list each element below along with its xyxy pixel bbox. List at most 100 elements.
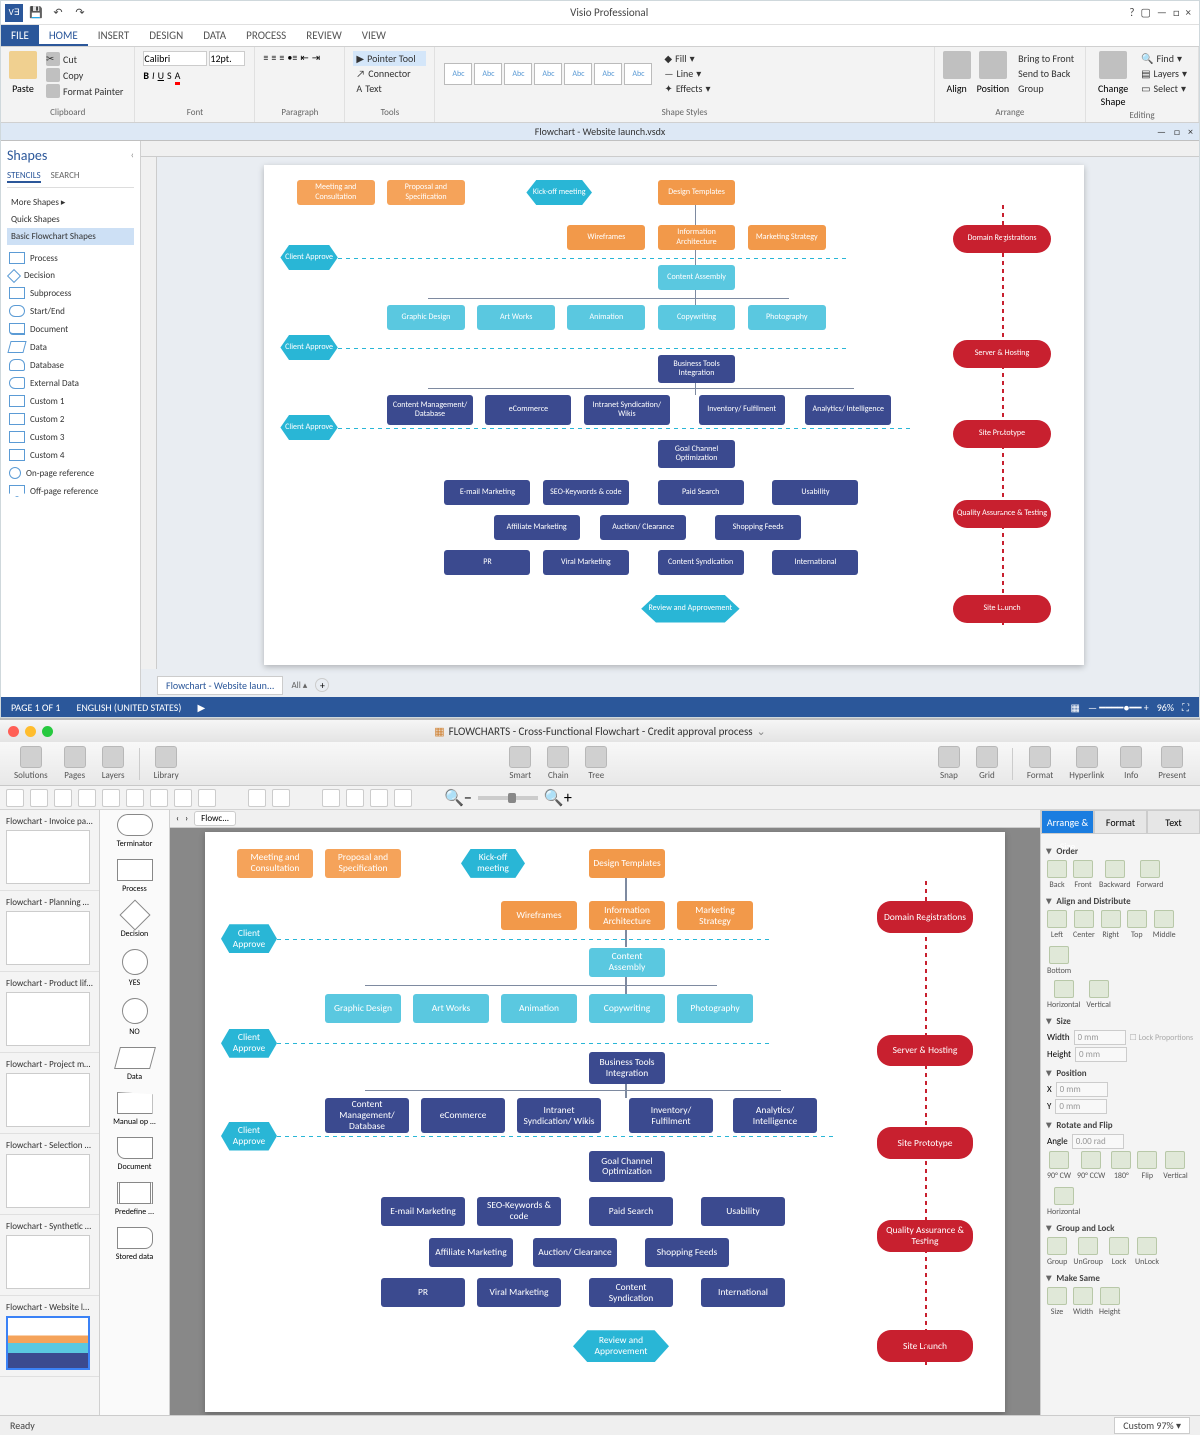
- btn-al-middle[interactable]: Middle: [1153, 910, 1176, 940]
- format-painter-button[interactable]: Format Painter: [43, 83, 126, 99]
- tb-hyperlink[interactable]: Hyperlink: [1063, 746, 1110, 781]
- fc-node[interactable]: Paid Search: [589, 1197, 673, 1226]
- fc-node[interactable]: Inventory/ Fulfilment: [629, 1098, 713, 1133]
- italic-button[interactable]: I: [152, 69, 155, 85]
- fc-node[interactable]: Animation: [567, 305, 645, 330]
- thumb-3[interactable]: Flowchart - Project man...: [0, 1053, 99, 1134]
- shape-style-7[interactable]: Abc: [624, 63, 652, 85]
- tb-info[interactable]: Info: [1114, 746, 1148, 781]
- indent-inc-icon[interactable]: ⇥: [312, 51, 320, 64]
- quick-shapes[interactable]: Quick Shapes: [7, 211, 134, 228]
- strike-button[interactable]: S: [167, 69, 172, 85]
- btn-group[interactable]: Group: [1047, 1237, 1067, 1267]
- h-make[interactable]: Make Same: [1047, 1273, 1194, 1284]
- fc-node[interactable]: Content Syndication: [658, 550, 744, 575]
- font-size-select[interactable]: [209, 51, 245, 66]
- btn-al-right[interactable]: Right: [1101, 910, 1121, 940]
- fc-node[interactable]: PR: [444, 550, 530, 575]
- ts-select[interactable]: [30, 789, 48, 807]
- h-align[interactable]: Align and Distribute: [1047, 896, 1194, 907]
- st-process[interactable]: Process: [104, 859, 165, 894]
- qa-redo-icon[interactable]: ↷: [71, 4, 89, 22]
- stencil-process[interactable]: Process: [7, 249, 134, 267]
- shape-style-6[interactable]: Abc: [594, 63, 622, 85]
- fc-node[interactable]: Client Approve: [280, 335, 337, 360]
- btn-dist-v[interactable]: Vertical: [1086, 980, 1110, 1010]
- fc-node[interactable]: International: [701, 1278, 785, 1307]
- fc-node[interactable]: Design Templates: [589, 849, 665, 878]
- h-order[interactable]: Order: [1047, 846, 1194, 857]
- fc-node[interactable]: Marketing Strategy: [677, 901, 753, 930]
- btn-ms-width[interactable]: Width: [1073, 1287, 1093, 1317]
- view-normal-icon[interactable]: ▦: [1071, 701, 1080, 714]
- bullets-icon[interactable]: •≡: [287, 51, 297, 64]
- fc-node[interactable]: Copywriting: [589, 994, 665, 1023]
- fc-node[interactable]: Inventory/ Fulfilment: [699, 395, 785, 425]
- st-stored[interactable]: Stored data: [104, 1227, 165, 1262]
- crumb-back-icon[interactable]: ‹: [176, 813, 179, 824]
- ts-hand[interactable]: [370, 789, 388, 807]
- thumb-6[interactable]: Flowchart - Website la...: [0, 1296, 99, 1377]
- zoom-slider[interactable]: [478, 796, 538, 800]
- rtab-arrange[interactable]: Arrange & Size: [1041, 810, 1094, 834]
- fc-node[interactable]: Client Approve: [221, 1122, 277, 1151]
- indent-dec-icon[interactable]: ⇤: [300, 51, 308, 64]
- fc-node[interactable]: Analytics/ Intelligence: [733, 1098, 817, 1133]
- line-button[interactable]: — Line ▾: [661, 66, 713, 81]
- tab-view[interactable]: VIEW: [352, 25, 396, 46]
- thumb-4[interactable]: Flowchart - Selection s...: [0, 1134, 99, 1215]
- fc-node[interactable]: Kick-off meeting: [461, 849, 525, 878]
- fc-node[interactable]: Meeting and Consultation: [297, 180, 375, 205]
- fc-node[interactable]: Client Approve: [280, 245, 337, 270]
- fc-node[interactable]: Usability: [701, 1197, 785, 1226]
- shape-style-4[interactable]: Abc: [534, 63, 562, 85]
- fc-node[interactable]: PR: [381, 1278, 465, 1307]
- btn-backward[interactable]: Backward: [1099, 860, 1131, 890]
- layers-button[interactable]: ▤ Layers ▾: [1138, 66, 1190, 81]
- search-tab[interactable]: SEARCH: [51, 170, 80, 183]
- stencil-subprocess[interactable]: Subprocess: [7, 284, 134, 302]
- fc-node[interactable]: SEO-Keywords & code: [477, 1197, 561, 1226]
- fc-node[interactable]: Client Approve: [221, 1029, 277, 1058]
- qa-save-icon[interactable]: 💾: [27, 4, 45, 22]
- st-data[interactable]: Data: [104, 1047, 165, 1082]
- fc-node[interactable]: Animation: [501, 994, 577, 1023]
- btn-180[interactable]: 180°: [1111, 1151, 1131, 1181]
- select-button[interactable]: ▭ Select ▾: [1138, 81, 1190, 96]
- fc-node[interactable]: Viral Marketing: [543, 550, 629, 575]
- underline-button[interactable]: U: [158, 69, 164, 85]
- minimize-icon[interactable]: —: [1157, 6, 1167, 19]
- fc-node[interactable]: Client Approve: [221, 924, 277, 953]
- fc-node[interactable]: Kick-off meeting: [526, 180, 592, 205]
- tb-grid[interactable]: Grid: [970, 746, 1004, 781]
- close-icon[interactable]: ×: [1186, 6, 1191, 19]
- ts-rotate[interactable]: [248, 789, 266, 807]
- bring-front-button[interactable]: Bring to Front: [1015, 51, 1077, 66]
- align-icon[interactable]: [943, 51, 971, 79]
- btn-al-top[interactable]: Top: [1127, 910, 1147, 940]
- copy-button[interactable]: Copy: [43, 67, 126, 83]
- tb-tree[interactable]: Tree: [579, 746, 613, 781]
- st-predefine[interactable]: Predefine ...: [104, 1182, 165, 1217]
- stencil-c2[interactable]: Custom 2: [7, 410, 134, 428]
- btn-ms-height[interactable]: Height: [1099, 1287, 1120, 1317]
- stencil-c1[interactable]: Custom 1: [7, 392, 134, 410]
- tb-solutions[interactable]: Solutions: [8, 746, 54, 781]
- btn-forward[interactable]: Forward: [1137, 860, 1164, 890]
- h-size[interactable]: Size: [1047, 1016, 1194, 1027]
- fc-node[interactable]: Content Management/ Database: [325, 1098, 409, 1133]
- fc-node[interactable]: eCommerce: [485, 395, 571, 425]
- x-input[interactable]: [1056, 1082, 1108, 1097]
- fc-node[interactable]: International: [772, 550, 858, 575]
- maximize-icon[interactable]: □: [1173, 6, 1180, 19]
- fc-node[interactable]: Intranet Syndication/ Wikis: [517, 1098, 601, 1133]
- pointer-tool-button[interactable]: ▶ Pointer Tool: [353, 51, 426, 66]
- fc-node[interactable]: Paid Search: [658, 480, 744, 505]
- fc-node[interactable]: E-mail Marketing: [381, 1197, 465, 1226]
- btn-unlock[interactable]: UnLock: [1135, 1237, 1159, 1267]
- ts-pointer[interactable]: [6, 789, 24, 807]
- mac-close-icon[interactable]: [8, 726, 19, 737]
- ts-zoomin[interactable]: [322, 789, 340, 807]
- help-icon[interactable]: ?: [1129, 6, 1134, 19]
- tb-format[interactable]: Format: [1021, 746, 1059, 781]
